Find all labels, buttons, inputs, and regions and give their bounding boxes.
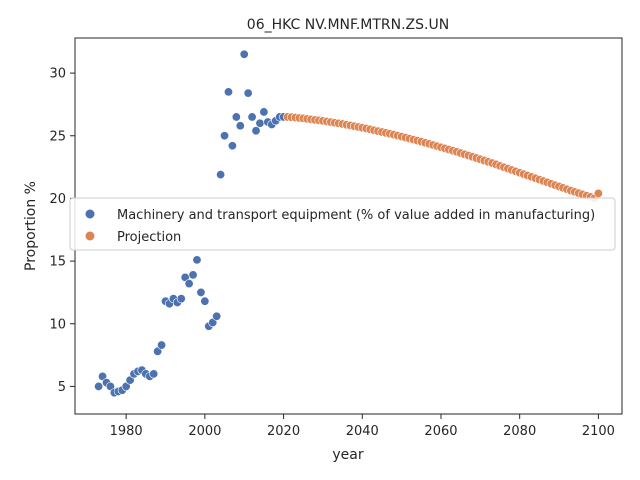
chart-title: 06_HKC NV.MNF.MTRN.ZS.UN xyxy=(247,17,449,33)
projection-point xyxy=(593,188,603,198)
historical-point xyxy=(255,118,265,128)
y-tick-label: 10 xyxy=(49,317,66,332)
x-tick-label: 2000 xyxy=(188,424,221,439)
y-tick-label: 5 xyxy=(58,380,66,395)
historical-point xyxy=(188,270,198,280)
historical-point xyxy=(247,112,257,122)
y-tick-label: 15 xyxy=(49,255,66,270)
historical-point xyxy=(192,255,202,265)
legend-marker-historical xyxy=(85,209,95,219)
legend-label-historical: Machinery and transport equipment (% of … xyxy=(117,208,595,223)
historical-point xyxy=(259,107,269,117)
historical-point xyxy=(216,170,226,180)
legend: Machinery and transport equipment (% of … xyxy=(69,197,616,251)
legend-marker-projection xyxy=(85,231,95,241)
x-axis-label: year xyxy=(332,447,363,463)
historical-point xyxy=(220,131,230,141)
historical-point xyxy=(212,311,222,321)
historical-point xyxy=(243,88,253,98)
y-tick-label: 25 xyxy=(49,129,66,144)
historical-point xyxy=(251,126,261,136)
x-tick-label: 2060 xyxy=(424,424,457,439)
historical-point xyxy=(223,87,233,97)
x-tick-label: 2040 xyxy=(346,424,379,439)
historical-point xyxy=(149,369,159,379)
historical-point xyxy=(200,296,210,306)
historical-point xyxy=(231,112,241,122)
legend-label-projection: Projection xyxy=(117,230,181,245)
x-tick-label: 2020 xyxy=(267,424,300,439)
historical-point xyxy=(235,121,245,131)
historical-point xyxy=(239,49,249,59)
legend-box xyxy=(69,197,616,251)
y-axis-label: Proportion % xyxy=(23,181,39,271)
x-tick-label: 2100 xyxy=(582,424,615,439)
y-tick-label: 30 xyxy=(49,67,66,82)
historical-point xyxy=(184,279,194,289)
x-tick-label: 1980 xyxy=(110,424,143,439)
historical-point xyxy=(176,294,186,304)
historical-point xyxy=(94,381,104,391)
historical-point xyxy=(227,141,237,151)
x-tick-label: 2080 xyxy=(503,424,536,439)
historical-point xyxy=(157,340,167,350)
historical-point xyxy=(196,287,206,297)
y-tick-label: 20 xyxy=(49,192,66,207)
